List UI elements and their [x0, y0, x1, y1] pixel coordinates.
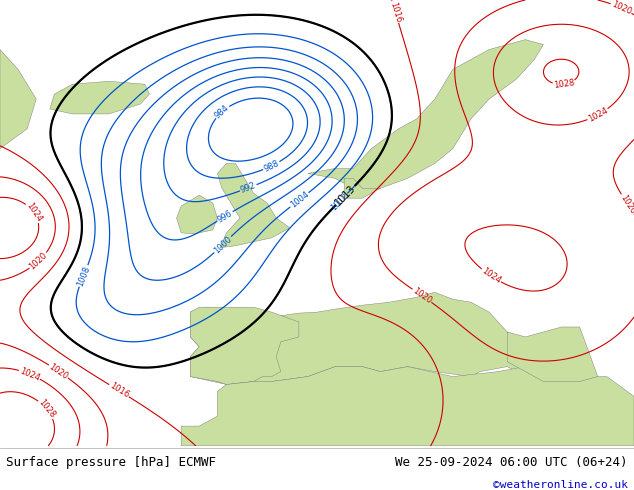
- Text: 1020: 1020: [28, 250, 49, 271]
- Polygon shape: [50, 81, 150, 114]
- Text: 1013: 1013: [333, 183, 358, 208]
- Text: 988: 988: [262, 158, 281, 173]
- Text: 1008: 1008: [75, 265, 91, 287]
- Polygon shape: [190, 307, 299, 385]
- Text: 984: 984: [213, 103, 231, 121]
- Polygon shape: [190, 293, 598, 392]
- Text: 1016: 1016: [388, 0, 403, 24]
- Polygon shape: [177, 195, 217, 234]
- Text: 992: 992: [240, 181, 257, 195]
- Text: Surface pressure [hPa] ECMWF: Surface pressure [hPa] ECMWF: [6, 456, 216, 469]
- Text: 1004: 1004: [288, 190, 311, 210]
- Text: 1028: 1028: [553, 78, 575, 90]
- Polygon shape: [507, 327, 598, 382]
- Text: ©weatheronline.co.uk: ©weatheronline.co.uk: [493, 480, 628, 490]
- Text: 1020: 1020: [618, 193, 634, 215]
- Polygon shape: [217, 164, 290, 248]
- Polygon shape: [344, 178, 380, 198]
- Polygon shape: [181, 367, 634, 446]
- Text: 996: 996: [216, 208, 234, 224]
- Text: We 25-09-2024 06:00 UTC (06+24): We 25-09-2024 06:00 UTC (06+24): [395, 456, 628, 469]
- Text: 1024: 1024: [24, 201, 44, 224]
- Text: 1024: 1024: [18, 366, 41, 382]
- Polygon shape: [0, 49, 36, 148]
- Text: 1020: 1020: [411, 286, 433, 305]
- Text: 1028: 1028: [37, 398, 57, 420]
- Text: 1020: 1020: [610, 0, 633, 17]
- Text: 1012: 1012: [328, 191, 350, 212]
- Text: 1000: 1000: [212, 234, 233, 255]
- Text: 1024: 1024: [586, 106, 609, 124]
- Text: 1016: 1016: [108, 381, 131, 400]
- Text: 1020: 1020: [48, 362, 70, 381]
- Text: 1024: 1024: [480, 266, 502, 286]
- Polygon shape: [308, 40, 543, 193]
